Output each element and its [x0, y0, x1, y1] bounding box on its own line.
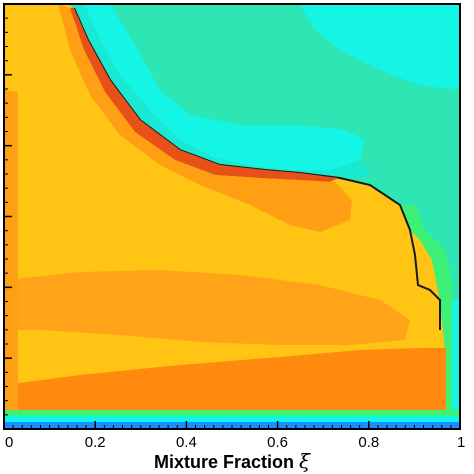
bottom-strip-cyan: [4, 416, 460, 422]
x-axis-symbol: ξ: [299, 449, 311, 473]
left-orange-column: [4, 90, 18, 410]
plot-area: [4, 4, 460, 429]
upper-right-plateau: [70, 4, 460, 350]
cyan-lobe: [84, 4, 365, 170]
x-axis-title: Mixture Fraction ξ: [154, 449, 311, 473]
right-edge-green: [446, 340, 452, 410]
x-tick-label: 0.4: [176, 434, 197, 451]
cyan-right-patch: [300, 4, 460, 90]
x-tick-label: 0.2: [85, 434, 106, 451]
cyan-upper-rim: [74, 4, 372, 178]
lower-orange-band: [4, 270, 410, 345]
dark-orange-band: [4, 348, 460, 410]
x-tick-label: 0.8: [358, 434, 379, 451]
orange-band-under-front: [58, 4, 352, 232]
green-fringe: [400, 205, 455, 350]
x-axis: 0 0.2 0.4 0.6 0.8 1: [3, 421, 465, 451]
x-tick-label: 1: [457, 434, 465, 451]
x-tick-label: 0: [5, 434, 13, 451]
right-edge-cyan: [452, 300, 460, 410]
x-tick-label: 0.6: [267, 434, 288, 451]
x-axis-title-text: Mixture Fraction: [154, 452, 294, 472]
bottom-strip-green: [4, 410, 460, 416]
y-axis-ticks: [4, 3, 12, 430]
